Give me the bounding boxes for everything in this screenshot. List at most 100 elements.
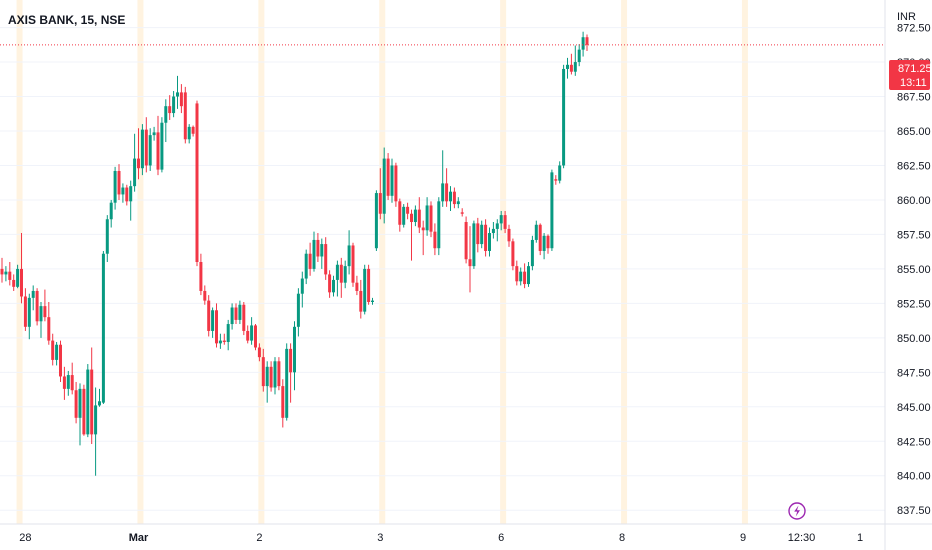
candle[interactable] (433, 223, 437, 256)
candle[interactable] (523, 263, 527, 289)
candle[interactable] (195, 100, 199, 267)
candle[interactable] (39, 301, 43, 338)
candle[interactable] (359, 279, 363, 319)
candle[interactable] (4, 266, 8, 282)
candle[interactable] (324, 237, 328, 280)
candle[interactable] (35, 288, 39, 326)
candle[interactable] (281, 379, 285, 428)
candle[interactable] (425, 197, 429, 236)
candle[interactable] (507, 224, 511, 247)
candle[interactable] (406, 202, 410, 220)
candle[interactable] (562, 64, 566, 169)
candle[interactable] (542, 233, 546, 260)
candle[interactable] (246, 325, 250, 344)
candle[interactable] (265, 361, 269, 403)
candle[interactable] (113, 166, 117, 210)
candle[interactable] (573, 45, 577, 76)
candle[interactable] (62, 366, 66, 400)
candle[interactable] (179, 84, 183, 114)
candle[interactable] (277, 357, 281, 391)
candle[interactable] (351, 242, 355, 287)
candle[interactable] (488, 227, 491, 257)
candle[interactable] (47, 301, 51, 345)
candle[interactable] (581, 31, 585, 57)
candle[interactable] (289, 343, 293, 403)
candle[interactable] (12, 274, 16, 291)
candle[interactable] (527, 262, 530, 287)
candle[interactable] (519, 267, 523, 286)
candle[interactable] (394, 162, 398, 207)
candle[interactable] (101, 250, 105, 405)
candle[interactable] (8, 262, 12, 286)
candle[interactable] (226, 319, 230, 351)
candle[interactable] (20, 233, 23, 304)
candle[interactable] (43, 289, 47, 322)
candle[interactable] (31, 285, 35, 311)
candle[interactable] (238, 300, 242, 325)
candle[interactable] (558, 161, 562, 184)
candle[interactable] (503, 210, 507, 234)
candle[interactable] (343, 260, 347, 289)
candle[interactable] (27, 293, 31, 340)
candle[interactable] (569, 53, 573, 75)
candle[interactable] (390, 158, 394, 203)
candle[interactable] (203, 285, 207, 305)
candle[interactable] (546, 234, 550, 254)
candle[interactable] (577, 44, 581, 67)
candle[interactable] (242, 301, 246, 336)
candle[interactable] (74, 381, 78, 424)
candle[interactable] (402, 204, 406, 228)
candle[interactable] (164, 99, 168, 143)
candle[interactable] (129, 180, 133, 221)
candle[interactable] (460, 208, 464, 217)
candle[interactable] (59, 340, 62, 382)
candle[interactable] (491, 222, 495, 239)
candle[interactable] (511, 238, 515, 271)
candle[interactable] (316, 233, 320, 262)
candle[interactable] (16, 264, 20, 289)
candle[interactable] (429, 201, 433, 238)
candle[interactable] (78, 383, 82, 446)
candle[interactable] (378, 168, 382, 220)
candle[interactable] (176, 75, 179, 109)
candle[interactable] (472, 220, 476, 269)
candle[interactable] (499, 210, 503, 231)
candle[interactable] (207, 295, 211, 337)
candle[interactable] (312, 231, 316, 272)
candle[interactable] (386, 153, 390, 200)
candle[interactable] (125, 184, 129, 206)
candle[interactable] (117, 164, 121, 200)
candle[interactable] (320, 238, 324, 269)
candle[interactable] (261, 348, 265, 392)
candle[interactable] (222, 333, 226, 345)
candle[interactable] (476, 217, 480, 253)
candle[interactable] (554, 175, 558, 185)
candle[interactable] (0, 257, 4, 283)
candle[interactable] (515, 260, 519, 286)
candle[interactable] (530, 235, 534, 271)
candle[interactable] (70, 362, 74, 395)
candle[interactable] (566, 57, 569, 79)
candle[interactable] (156, 115, 160, 176)
candle[interactable] (363, 264, 367, 315)
candle[interactable] (234, 303, 238, 325)
candle[interactable] (86, 364, 90, 438)
candle[interactable] (254, 324, 257, 351)
candle[interactable] (148, 128, 152, 171)
candle[interactable] (273, 357, 277, 395)
candle[interactable] (140, 124, 144, 176)
candle[interactable] (464, 216, 468, 264)
candle[interactable] (495, 219, 499, 242)
candle[interactable] (51, 333, 55, 366)
candle[interactable] (484, 219, 488, 257)
candle[interactable] (211, 307, 215, 338)
candle[interactable] (367, 264, 371, 305)
candle[interactable] (441, 150, 445, 207)
candle[interactable] (296, 288, 300, 337)
candle[interactable] (250, 317, 254, 345)
candle[interactable] (133, 133, 137, 192)
candle[interactable] (172, 91, 176, 118)
candle[interactable] (355, 275, 359, 296)
candle[interactable] (382, 147, 386, 224)
